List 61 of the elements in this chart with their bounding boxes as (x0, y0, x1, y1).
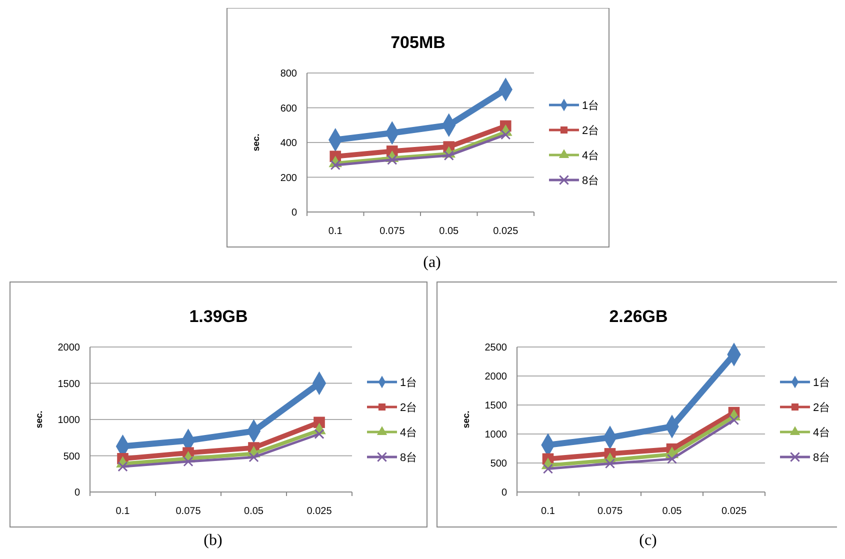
x-tick-label: 0.025 (306, 506, 332, 517)
point (728, 415, 740, 426)
x-tick-label: 0.1 (116, 506, 130, 517)
point (444, 150, 454, 161)
legend-label: 1台 (813, 376, 830, 389)
y-tick-label: 2000 (58, 342, 80, 354)
point (248, 452, 259, 462)
y-tick-label: 1500 (484, 400, 508, 412)
y-tick-label: 400 (280, 138, 298, 149)
y-tick-label: 1000 (484, 430, 508, 440)
y-tick-label: 2000 (484, 372, 508, 382)
point (500, 130, 511, 140)
y-tick-label: 500 (63, 451, 80, 462)
y-tick-label: 0 (501, 488, 508, 498)
legend-label: 2台 (813, 400, 830, 414)
y-tick-label: 200 (280, 172, 298, 184)
y-axis-title: sec. (34, 410, 44, 428)
text: (a) (423, 254, 441, 271)
x-tick-label: 0.1 (541, 506, 556, 517)
chart-title: 2.26GB (609, 307, 668, 326)
legend-label: 1台 (400, 376, 418, 389)
x-tick-label: 0.1 (328, 226, 343, 237)
point (666, 454, 678, 464)
text: (c) (639, 532, 657, 549)
y-axis-title: sec. (251, 134, 261, 152)
point (314, 428, 324, 440)
legend-label: 8台 (400, 450, 418, 464)
point (330, 160, 340, 170)
chart-title: 1.39GB (189, 307, 248, 326)
legend-label: 2台 (582, 124, 600, 137)
legend-label: 8台 (582, 174, 600, 187)
y-tick-label: 1000 (58, 415, 80, 426)
y-tick-label: 0 (74, 488, 80, 498)
legend-label: 4台 (400, 426, 418, 439)
point (387, 154, 398, 165)
x-tick-label: 0.025 (493, 226, 519, 237)
point (604, 458, 616, 469)
point (542, 464, 554, 474)
legend-label: 4台 (813, 426, 830, 439)
x-tick-label: 0.075 (380, 226, 406, 237)
x-tick-label: 0.075 (597, 506, 623, 517)
y-tick-label: 500 (490, 458, 508, 470)
legend-label: 4台 (582, 148, 600, 162)
x-tick-label: 0.05 (662, 506, 682, 517)
point (183, 456, 194, 467)
chart-title: 705MB (390, 33, 446, 52)
y-tick-label: 600 (280, 103, 298, 114)
legend-label: 8台 (813, 450, 830, 464)
point (118, 462, 128, 472)
y-tick-label: 1500 (58, 378, 80, 390)
legend-label: 1台 (582, 98, 600, 112)
y-tick-label: 800 (280, 68, 298, 80)
x-tick-label: 0.075 (176, 506, 202, 517)
x-tick-label: 0.05 (439, 226, 460, 237)
text: (b) (204, 532, 222, 549)
x-tick-label: 0.05 (244, 506, 264, 517)
x-tick-label: 0.025 (721, 506, 747, 517)
y-axis-title: sec. (461, 410, 471, 428)
y-tick-label: 2500 (484, 342, 508, 354)
legend-label: 2台 (400, 400, 418, 414)
y-tick-label: 0 (291, 208, 298, 218)
